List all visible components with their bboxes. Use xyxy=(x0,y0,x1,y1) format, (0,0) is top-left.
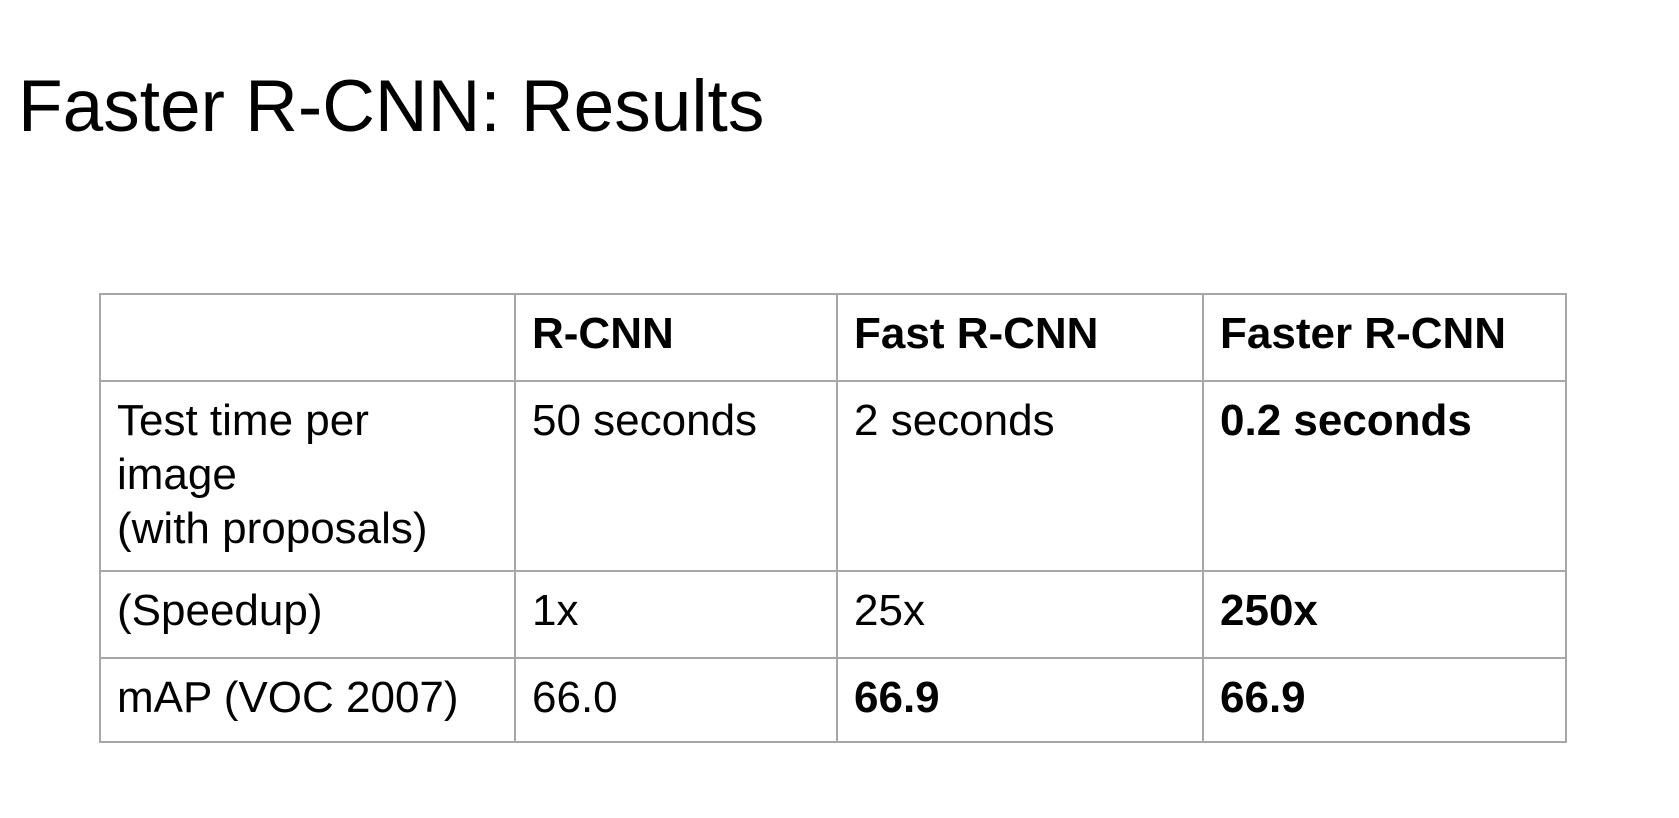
cell-speedup-faster-rcnn: 250x xyxy=(1202,570,1567,659)
header-cell-rcnn: R-CNN xyxy=(514,293,838,382)
table-header-row: R-CNN Fast R-CNN Faster R-CNN xyxy=(99,293,1567,382)
table-row-speedup: (Speedup) 1x 25x 250x xyxy=(99,570,1567,659)
header-cell-fast-rcnn: Fast R-CNN xyxy=(836,293,1204,382)
cell-test-time-faster-rcnn: 0.2 seconds xyxy=(1202,380,1567,572)
row-label-test-time: Test time per image (with proposals) xyxy=(99,380,516,572)
cell-speedup-fast-rcnn: 25x xyxy=(836,570,1204,659)
header-cell-faster-rcnn: Faster R-CNN xyxy=(1202,293,1567,382)
row-label-map: mAP (VOC 2007) xyxy=(99,657,516,743)
table-row-map: mAP (VOC 2007) 66.0 66.9 66.9 xyxy=(99,657,1567,743)
cell-map-rcnn: 66.0 xyxy=(514,657,838,743)
cell-test-time-rcnn: 50 seconds xyxy=(514,380,838,572)
row-label-speedup: (Speedup) xyxy=(99,570,516,659)
table-row-test-time: Test time per image (with proposals) 50 … xyxy=(99,380,1567,572)
cell-map-faster-rcnn: 66.9 xyxy=(1202,657,1567,743)
header-cell-empty xyxy=(99,293,516,382)
cell-map-fast-rcnn: 66.9 xyxy=(836,657,1204,743)
results-table: R-CNN Fast R-CNN Faster R-CNN Test time … xyxy=(99,293,1567,743)
cell-test-time-fast-rcnn: 2 seconds xyxy=(836,380,1204,572)
cell-speedup-rcnn: 1x xyxy=(514,570,838,659)
slide-title: Faster R-CNN: Results xyxy=(18,65,765,147)
